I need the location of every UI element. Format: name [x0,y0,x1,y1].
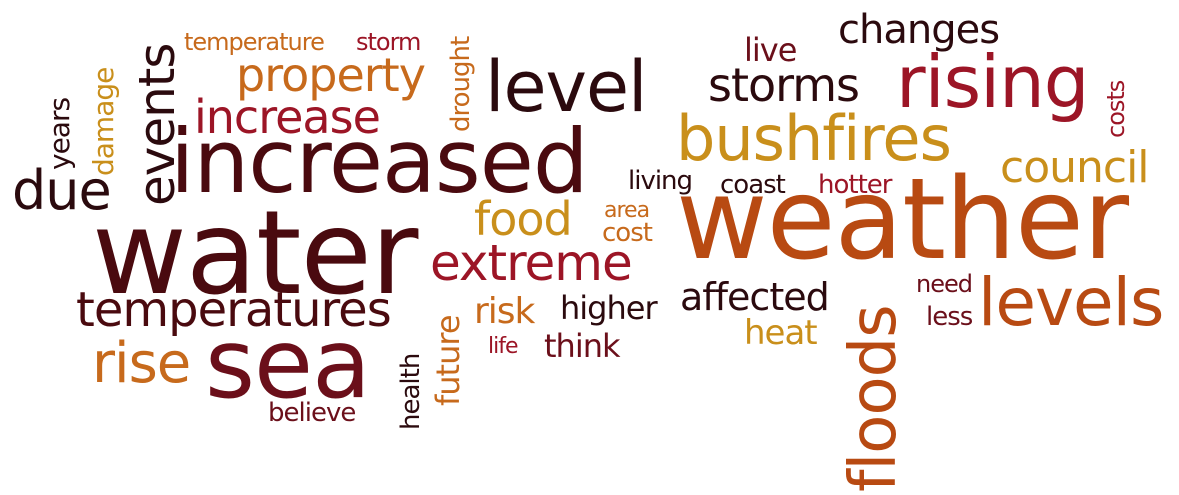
word-future: future [429,315,467,406]
word-area: area [604,198,650,223]
word-level: level [485,46,647,128]
word-extreme: extreme [430,234,633,292]
word-cost: cost [602,218,653,248]
word-levels: levels [978,264,1164,341]
word-weather: weather [676,155,1129,285]
word-changes: changes [838,7,1000,53]
word-floods: floods [837,305,911,492]
word-live: live [744,31,797,69]
word-risk: risk [474,291,535,332]
word-increase: increase [194,90,381,144]
word-believe: believe [268,398,356,428]
word-property: property [236,48,426,102]
word-need: need [916,270,973,298]
word-council: council [1000,142,1150,193]
word-due: due [12,159,112,222]
word-think: think [544,327,621,365]
word-higher: higher [560,289,658,327]
word-bushfires: bushfires [676,102,952,175]
word-events: events [128,43,186,206]
word-temperature: temperature [184,28,325,56]
word-less: less [926,302,973,332]
word-increased: increased [170,110,589,213]
word-food: food [474,192,573,246]
word-hotter: hotter [818,170,892,200]
word-life: life [488,334,518,359]
word-coast: coast [720,170,786,200]
word-storm: storm [356,28,421,56]
word-health: health [396,353,426,430]
word-storms: storms [708,58,860,112]
word-costs: costs [1102,80,1130,138]
word-drought: drought [446,36,476,132]
word-rising: rising [896,40,1089,124]
word-water: water [92,186,418,321]
word-rise: rise [92,331,191,396]
word-years: years [43,97,76,170]
word-heat: heat [744,313,818,353]
word-temperatures: temperatures [76,282,392,338]
word-sea: sea [205,308,371,420]
word-living: living [628,166,693,196]
word-affected: affected [680,275,830,319]
word-damage: damage [87,67,120,176]
